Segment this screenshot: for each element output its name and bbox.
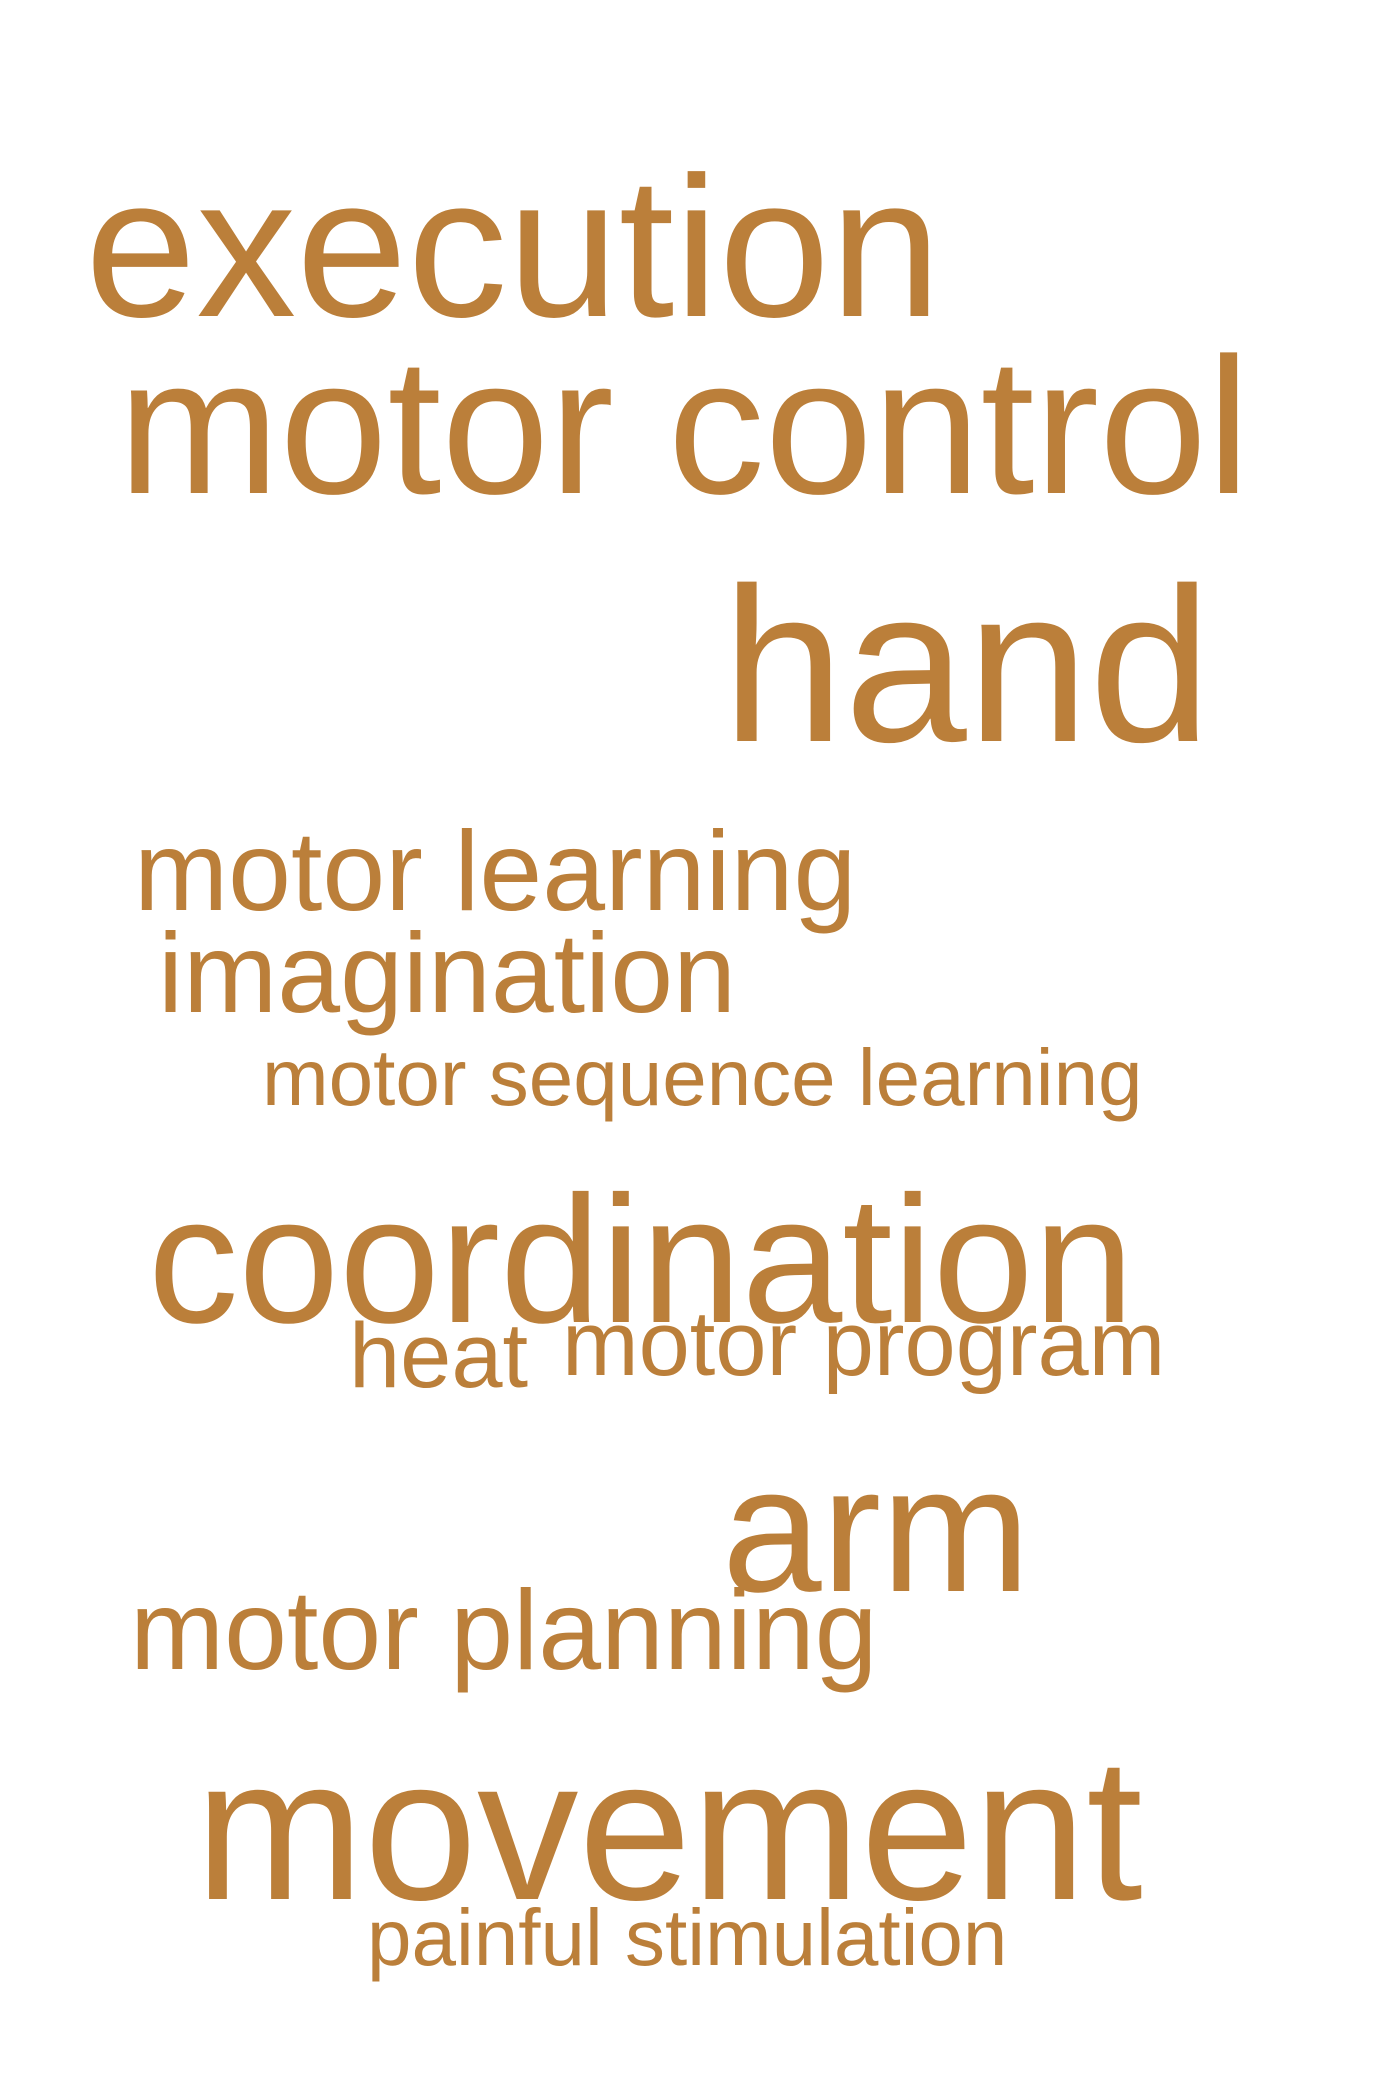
word-heat: heat (349, 1305, 529, 1407)
word-painful-stimulation: painful stimulation (367, 1893, 1008, 1982)
word-motor-control: motor control (118, 318, 1251, 535)
word-coordination: coordination (148, 1159, 1135, 1361)
word-motor-learning: motor learning (134, 808, 857, 934)
word-imagination: imagination (158, 910, 736, 1036)
word-motor-program: motor program (562, 1293, 1166, 1395)
word-motor-planning: motor planning (130, 1567, 878, 1693)
word-motor-sequence-learning: motor sequence learning (262, 1033, 1143, 1122)
word-execution: execution (85, 136, 942, 359)
word-hand: hand (722, 542, 1212, 788)
word-movement: movement (195, 1716, 1143, 1943)
word-arm: arm (722, 1429, 1031, 1629)
